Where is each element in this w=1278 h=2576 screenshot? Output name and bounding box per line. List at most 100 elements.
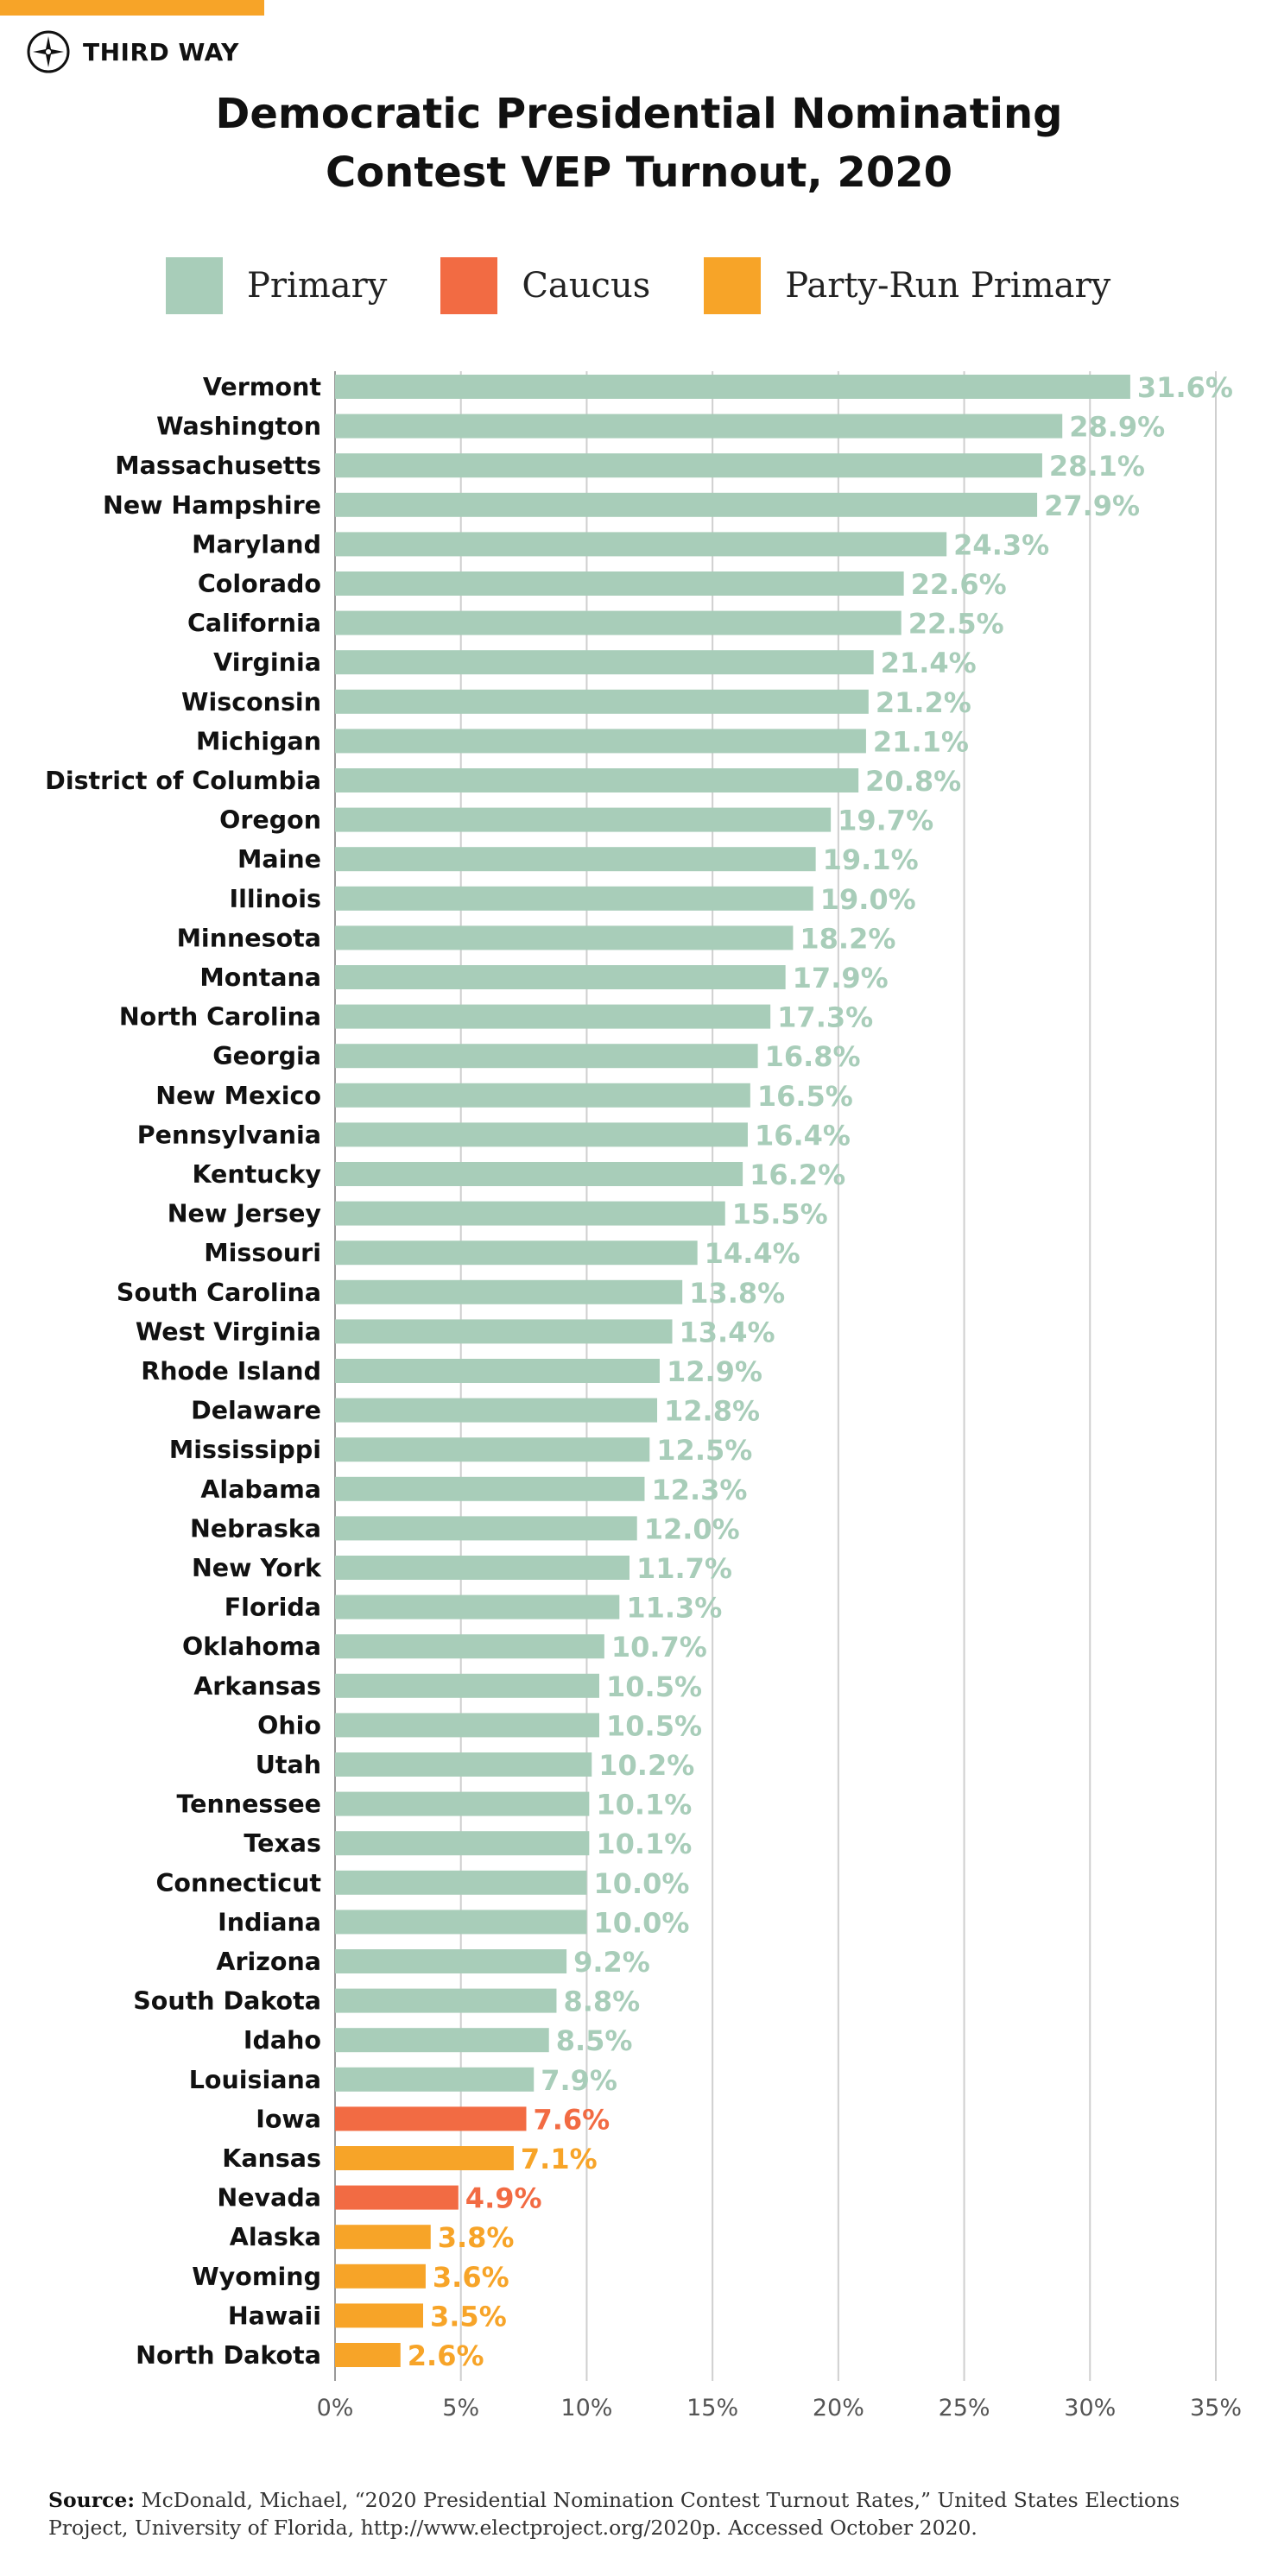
bar-nevada <box>335 2185 459 2210</box>
category-label-south-dakota: South Dakota <box>133 1987 321 2016</box>
category-label-vermont: Vermont <box>203 373 321 401</box>
category-label-virginia: Virginia <box>213 648 321 677</box>
bar-michigan <box>335 729 866 754</box>
value-label-new-york: 11.7% <box>636 1552 732 1585</box>
value-label-nevada: 4.9% <box>465 2182 542 2215</box>
value-label-massachusetts: 28.1% <box>1049 450 1145 483</box>
category-label-tennessee: Tennessee <box>177 1790 321 1819</box>
x-tick-label: 30% <box>1064 2395 1116 2421</box>
bar-ohio <box>335 1713 599 1738</box>
bar-vermont <box>335 375 1130 399</box>
bar-new-york <box>335 1556 630 1580</box>
bar-oregon <box>335 807 832 832</box>
bar-nebraska <box>335 1516 637 1541</box>
category-label-wisconsin: Wisconsin <box>181 688 321 717</box>
value-label-nebraska: 12.0% <box>644 1512 740 1545</box>
legend-item-caucus: Caucus <box>440 257 650 314</box>
value-label-wyoming: 3.6% <box>433 2261 509 2294</box>
bar-arkansas <box>335 1673 599 1698</box>
category-label-delaware: Delaware <box>191 1397 321 1425</box>
category-label-hawaii: Hawaii <box>228 2301 321 2330</box>
value-label-north-carolina: 17.3% <box>777 1001 873 1034</box>
value-label-illinois: 19.0% <box>820 883 916 916</box>
category-label-nevada: Nevada <box>217 2184 321 2213</box>
value-label-hawaii: 3.5% <box>430 2300 507 2333</box>
value-label-delaware: 12.8% <box>664 1395 760 1428</box>
category-label-louisiana: Louisiana <box>189 2066 321 2094</box>
category-label-mississippi: Mississippi <box>169 1436 321 1464</box>
bar-pennsylvania <box>335 1122 748 1147</box>
category-label-montana: Montana <box>199 963 321 992</box>
category-label-colorado: Colorado <box>198 570 321 598</box>
value-label-utah: 10.2% <box>598 1749 694 1782</box>
category-label-south-carolina: South Carolina <box>117 1279 321 1307</box>
value-label-district-of-columbia: 20.8% <box>865 765 961 798</box>
bar-virginia <box>335 650 874 675</box>
category-label-north-carolina: North Carolina <box>119 1003 321 1032</box>
bar-kansas <box>335 2146 514 2170</box>
value-label-idaho: 8.5% <box>556 2024 633 2057</box>
value-label-oregon: 19.7% <box>838 805 933 837</box>
brand-name: THIRD WAY <box>83 37 239 66</box>
value-label-west-virginia: 13.4% <box>680 1316 775 1348</box>
value-label-wisconsin: 21.2% <box>876 686 971 719</box>
bar-connecticut <box>335 1870 587 1895</box>
bar-maryland <box>335 532 947 557</box>
bar-alabama <box>335 1476 645 1501</box>
category-label-pennsylvania: Pennsylvania <box>137 1121 321 1149</box>
bar-tennessee <box>335 1791 590 1816</box>
bar-new-jersey <box>335 1201 725 1226</box>
bar-maine <box>335 847 816 872</box>
value-label-tennessee: 10.1% <box>596 1789 692 1822</box>
bar-colorado <box>335 571 904 596</box>
category-label-new-mexico: New Mexico <box>155 1082 321 1110</box>
bar-indiana <box>335 1910 587 1935</box>
value-label-kansas: 7.1% <box>521 2143 598 2175</box>
category-label-indiana: Indiana <box>218 1908 321 1936</box>
legend-label-party-run-primary: Party-Run Primary <box>785 266 1111 306</box>
bar-mississippi <box>335 1437 650 1462</box>
category-label-utah: Utah <box>256 1751 321 1779</box>
value-label-oklahoma: 10.7% <box>611 1631 707 1664</box>
legend-swatch-party-run-primary <box>704 257 762 314</box>
bar-chart: 0% 5% 10% 15% 20% 25% 30% 35% Vermont 31.6% Washin… <box>45 371 1242 2421</box>
bar-california <box>335 610 902 635</box>
bar-north-carolina <box>335 1004 771 1029</box>
bar-washington <box>335 414 1063 439</box>
category-label-connecticut: Connecticut <box>156 1869 322 1897</box>
value-label-colorado: 22.6% <box>911 568 1007 601</box>
category-label-texas: Texas <box>244 1829 321 1858</box>
bar-idaho <box>335 2028 549 2053</box>
chart-title: Democratic Presidential Nominating Conte… <box>0 85 1278 202</box>
value-label-new-jersey: 15.5% <box>732 1198 828 1231</box>
value-label-california: 22.5% <box>908 608 1004 641</box>
category-label-new-hampshire: New Hampshire <box>103 491 321 520</box>
value-label-alabama: 12.3% <box>651 1474 747 1506</box>
value-label-rhode-island: 12.9% <box>667 1355 762 1388</box>
category-label-california: California <box>187 609 321 638</box>
category-label-new-york: New York <box>192 1554 322 1582</box>
category-label-oregon: Oregon <box>219 806 321 835</box>
brand-logo[interactable]: THIRD WAY <box>26 29 239 74</box>
legend-item-party-run-primary: Party-Run Primary <box>704 257 1110 314</box>
value-label-arkansas: 10.5% <box>606 1670 702 1703</box>
value-label-south-dakota: 8.8% <box>563 1986 640 2018</box>
bar-missouri <box>335 1241 698 1266</box>
category-label-missouri: Missouri <box>204 1239 321 1267</box>
value-label-indiana: 10.0% <box>593 1906 689 1939</box>
source-label: Source: <box>48 2488 136 2512</box>
chart-title-line-2: Contest VEP Turnout, 2020 <box>325 148 953 197</box>
x-tick-label: 0% <box>317 2395 354 2421</box>
bar-west-virginia <box>335 1319 673 1344</box>
top-accent-bar <box>0 0 264 16</box>
value-label-alaska: 3.8% <box>438 2221 515 2254</box>
value-label-virginia: 21.4% <box>881 647 977 679</box>
bar-arizona <box>335 1949 567 1973</box>
category-label-massachusetts: Massachusetts <box>115 451 321 480</box>
value-label-maine: 19.1% <box>823 843 919 876</box>
value-label-new-mexico: 16.5% <box>757 1080 853 1113</box>
value-label-connecticut: 10.0% <box>593 1867 689 1900</box>
bar-illinois <box>335 886 813 911</box>
category-label-wyoming: Wyoming <box>192 2263 321 2291</box>
category-label-iowa: Iowa <box>256 2105 321 2133</box>
